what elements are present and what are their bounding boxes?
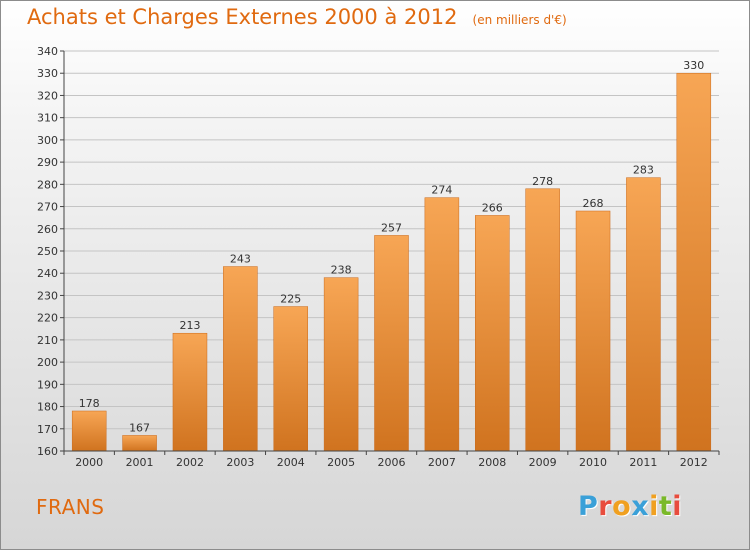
proxiti-logo: Proxiti — [578, 491, 682, 522]
bar-2006 — [374, 235, 409, 452]
bar-value-label: 274 — [431, 184, 452, 197]
logo-letter: o — [612, 491, 632, 522]
y-tick-label: 220 — [37, 312, 58, 325]
x-tick-label: 2012 — [680, 456, 708, 469]
commune-name: FRANS — [36, 495, 105, 519]
y-tick-label: 290 — [37, 156, 58, 169]
x-tick-label: 2006 — [378, 456, 406, 469]
logo-letter: t — [658, 491, 673, 522]
y-tick-label: 260 — [37, 223, 58, 236]
y-tick-label: 300 — [37, 134, 58, 147]
y-tick-label: 210 — [37, 334, 58, 347]
x-tick-label: 2000 — [75, 456, 103, 469]
bar-value-label: 278 — [532, 175, 553, 188]
bar-value-label: 330 — [683, 59, 704, 72]
bar-value-label: 268 — [583, 197, 604, 210]
chart-unit: (en milliers d'€) — [472, 13, 567, 27]
bar-2000 — [71, 410, 107, 452]
bar-2011 — [626, 177, 661, 452]
y-tick-label: 160 — [37, 445, 58, 458]
logo-letter: x — [631, 491, 650, 522]
y-tick-label: 170 — [37, 423, 58, 436]
bars: 178 167 213 243 225 238 257 274 266 278 268 283 330 — [71, 59, 712, 452]
bar-value-label: 178 — [79, 397, 100, 410]
bar-2012 — [676, 72, 712, 452]
chart-title: Achats et Charges Externes 2000 à 2012 — [27, 5, 458, 29]
y-tick-label: 190 — [37, 378, 58, 391]
logo-letter: P — [578, 491, 599, 522]
y-tick-label: 200 — [37, 356, 58, 369]
bar-2002 — [172, 332, 208, 452]
bar-value-label: 243 — [230, 253, 251, 266]
x-tick-label: 2001 — [126, 456, 154, 469]
logo-letter: r — [598, 491, 613, 522]
chart-header: Achats et Charges Externes 2000 à 2012 (… — [27, 5, 567, 29]
x-tick-label: 2005 — [327, 456, 355, 469]
axes: 160 170 180 190 200 210 220 230 240 250 260 270 280 2… — [37, 45, 720, 469]
bar-value-label: 225 — [280, 293, 301, 306]
logo-letter: i — [672, 491, 683, 522]
bar-2005 — [323, 277, 359, 452]
y-tick-label: 320 — [37, 89, 58, 102]
bar-2010 — [575, 210, 611, 452]
bar-value-label: 266 — [482, 201, 503, 214]
x-tick-label: 2008 — [478, 456, 506, 469]
y-tick-label: 330 — [37, 67, 58, 80]
bar-2007 — [424, 197, 460, 452]
x-tick-label: 2011 — [629, 456, 657, 469]
y-tick-label: 180 — [37, 401, 58, 414]
bar-2008 — [475, 215, 510, 452]
bar-2001 — [122, 435, 157, 452]
y-tick-label: 230 — [37, 289, 58, 302]
x-tick-label: 2002 — [176, 456, 204, 469]
bar-2004 — [273, 306, 308, 452]
logo-letter: i — [649, 491, 659, 522]
bar-value-label: 238 — [331, 264, 352, 277]
x-tick-label: 2007 — [428, 456, 456, 469]
y-tick-label: 240 — [37, 267, 58, 280]
y-tick-label: 270 — [37, 201, 58, 214]
x-tick-label: 2010 — [579, 456, 607, 469]
y-tick-label: 340 — [37, 45, 58, 58]
y-tick-label: 250 — [37, 245, 58, 258]
y-tick-label: 280 — [37, 178, 58, 191]
bar-value-label: 167 — [129, 421, 150, 434]
x-tick-label: 2004 — [277, 456, 305, 469]
bar-2009 — [525, 188, 560, 452]
bar-value-label: 257 — [381, 221, 402, 234]
x-tick-label: 2009 — [529, 456, 557, 469]
bar-value-label: 213 — [179, 319, 200, 332]
bar-value-label: 283 — [633, 164, 654, 177]
y-tick-label: 310 — [37, 112, 58, 125]
x-tick-label: 2003 — [226, 456, 254, 469]
bar-2003 — [223, 266, 258, 452]
